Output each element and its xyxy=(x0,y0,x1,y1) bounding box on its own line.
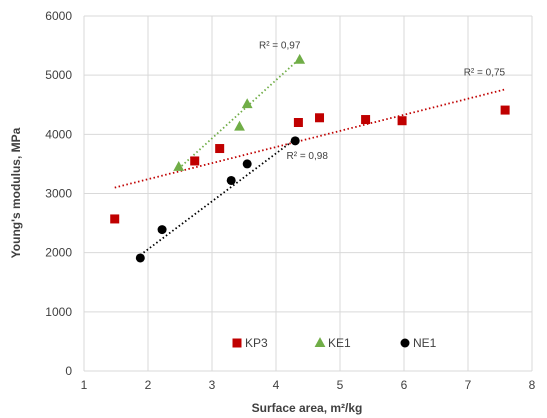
x-tick-label: 7 xyxy=(465,378,472,392)
x-tick-label: 4 xyxy=(273,378,280,392)
y-axis-title: Young's modulus, MPa xyxy=(9,127,23,258)
legend-marker-ke1 xyxy=(314,337,326,347)
data-point-kp3 xyxy=(110,214,120,224)
y-tick-label: 4000 xyxy=(45,127,72,141)
tick-label-layer: 1 2 3 4 5 6 7 8 0 1000 2000 3000 4000 5000 6000 xyxy=(45,9,535,392)
grid-layer xyxy=(83,15,533,372)
data-point-layer xyxy=(110,53,510,263)
x-tick-label: 1 xyxy=(81,378,88,392)
data-point-ne1 xyxy=(290,136,300,146)
y-tick-label: 6000 xyxy=(45,9,72,23)
x-tick-label: 5 xyxy=(337,378,344,392)
x-tick-label: 8 xyxy=(529,378,536,392)
legend-label-kp3: KP3 xyxy=(245,336,268,350)
x-tick-label: 2 xyxy=(145,378,152,392)
x-axis-title: Surface area, m²/kg xyxy=(252,401,363,415)
data-point-ke1 xyxy=(241,98,253,109)
data-point-ne1 xyxy=(242,159,252,169)
x-tick-label: 6 xyxy=(401,378,408,392)
data-point-ke1 xyxy=(294,53,306,64)
r2-label-layer: R² = 0,75 R² = 0,97 R² = 0,98 xyxy=(259,41,506,162)
trendline-layer xyxy=(114,57,506,256)
data-point-ne1 xyxy=(157,225,167,235)
legend-label-ne1: NE1 xyxy=(413,336,437,350)
data-point-kp3 xyxy=(361,115,371,125)
r2-label-ke1: R² = 0,97 xyxy=(259,41,301,52)
r2-label-kp3: R² = 0,75 xyxy=(464,67,506,78)
legend: KP3 KE1 NE1 xyxy=(232,336,437,350)
data-point-kp3 xyxy=(500,105,510,115)
x-tick-label: 3 xyxy=(209,378,216,392)
y-tick-label: 0 xyxy=(65,364,72,378)
data-point-kp3 xyxy=(293,118,303,127)
data-point-kp3 xyxy=(215,144,225,154)
y-tick-label: 5000 xyxy=(45,68,72,82)
trendline-ke1 xyxy=(178,57,301,170)
y-tick-label: 3000 xyxy=(45,187,72,201)
y-tick-label: 1000 xyxy=(45,305,72,319)
data-point-kp3 xyxy=(315,113,325,123)
trendline-kp3 xyxy=(114,88,506,189)
data-point-kp3 xyxy=(190,156,200,166)
legend-marker-kp3 xyxy=(232,338,242,348)
trendline-ne1 xyxy=(139,138,296,256)
r2-label-ne1: R² = 0,98 xyxy=(286,151,328,162)
y-tick-label: 2000 xyxy=(45,246,72,260)
data-point-ke1 xyxy=(234,120,245,131)
data-point-kp3 xyxy=(397,116,407,126)
legend-marker-ne1 xyxy=(400,338,410,348)
data-point-ne1 xyxy=(135,253,145,263)
data-point-ne1 xyxy=(226,175,236,185)
legend-label-ke1: KE1 xyxy=(328,336,351,350)
data-point-ke1 xyxy=(173,161,185,171)
